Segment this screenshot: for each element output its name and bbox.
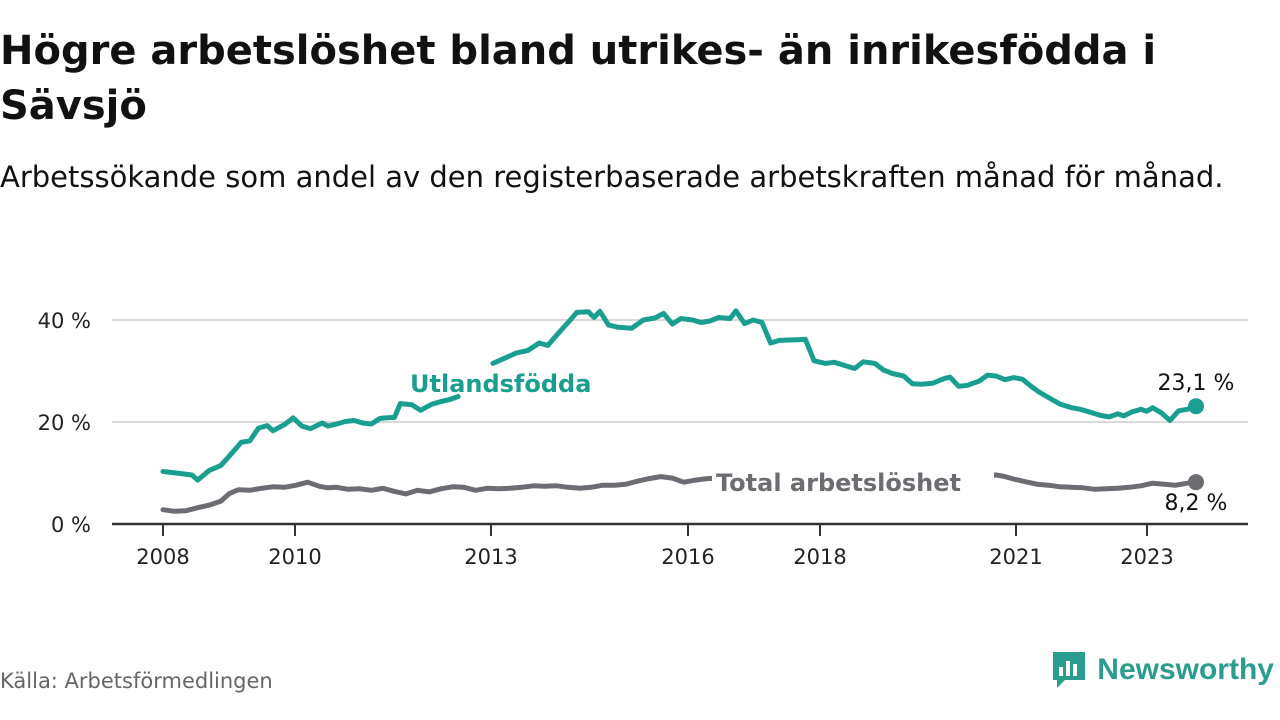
series-labels: Utlandsfödda Total arbetslöshet 23,1 % 8… xyxy=(410,370,1234,516)
newsworthy-logo-icon xyxy=(1053,652,1086,688)
y-axis: 0 % 20 % 40 % xyxy=(38,309,91,537)
x-axis: 2008 2010 2013 2016 2018 2021 2023 xyxy=(112,522,1248,569)
y-tick-label: 20 % xyxy=(38,411,91,435)
series-label-utlandsfodda: Utlandsfödda xyxy=(410,370,591,398)
chart-subtitle: Arbetssökande som andel av den registerb… xyxy=(0,160,1224,194)
chart-title: Högre arbetslöshet bland utrikes- än inr… xyxy=(0,28,1157,129)
x-tick-label: 2023 xyxy=(1120,545,1173,569)
x-tick-label: 2008 xyxy=(136,545,189,569)
end-point-total xyxy=(1188,474,1204,491)
x-tick-label: 2016 xyxy=(661,545,714,569)
x-tick-label: 2021 xyxy=(989,545,1042,569)
series-lines xyxy=(160,308,1204,514)
x-tick-label: 2013 xyxy=(464,545,517,569)
total-label-background xyxy=(712,464,994,498)
brand-logo: Newsworthy xyxy=(1051,650,1274,690)
brand-name: Newsworthy xyxy=(1097,653,1274,686)
series-line-utlandsfodda xyxy=(160,308,1199,483)
line-chart: 0 % 20 % 40 % 2008 2010 2013 2016 2018 2021 2023… xyxy=(38,308,1248,569)
series-label-total: Total arbetslöshet xyxy=(716,469,961,497)
series-line-total xyxy=(160,471,1199,514)
source-note: Källa: Arbetsförmedlingen xyxy=(0,669,273,693)
end-point-utlandsfodda xyxy=(1188,398,1204,415)
x-tick-label: 2018 xyxy=(793,545,846,569)
end-value-utlandsfodda: 23,1 % xyxy=(1158,371,1235,396)
x-tick-label: 2010 xyxy=(268,545,321,569)
y-tick-label: 40 % xyxy=(38,309,91,333)
end-value-total: 8,2 % xyxy=(1165,491,1228,516)
y-tick-label: 0 % xyxy=(51,513,91,537)
